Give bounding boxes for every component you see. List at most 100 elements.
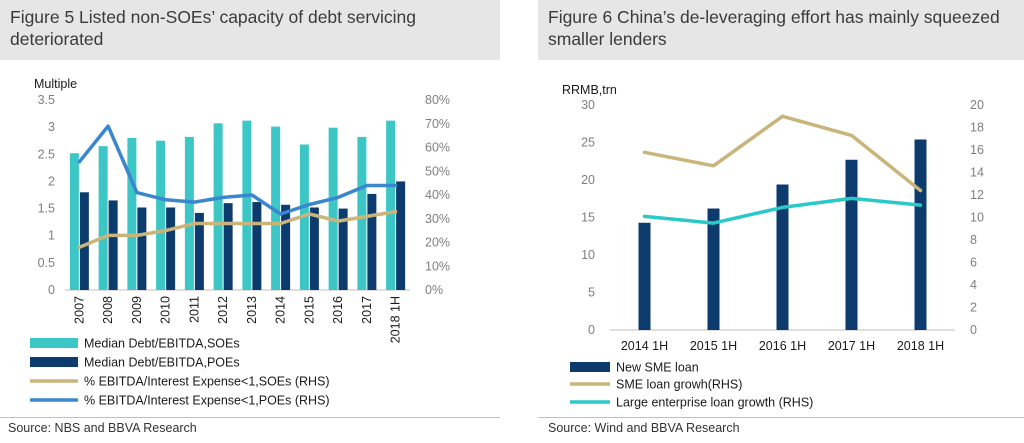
figure5-source-rule <box>0 417 500 418</box>
x-axis-category-label: 2014 1H <box>621 339 668 353</box>
x-axis-category-label: 2017 1H <box>828 339 875 353</box>
y2-axis-tick-label: 8 <box>970 233 977 247</box>
figure6-chart: RRMB,trn 0 5 10 15 20 25 30 0 2 4 6 8 10 12 14 16 18 20 201… <box>562 83 984 410</box>
bar-poe-2017 <box>367 193 377 290</box>
bar-soe-2016 <box>328 127 338 290</box>
bar-new-sme-loan-2018-1H <box>914 139 927 330</box>
y-axis-tick-label: 0 <box>48 283 55 297</box>
x-axis-category-label: 2009 <box>130 296 144 324</box>
y2-axis-tick-label: 20 <box>970 98 984 112</box>
bar-soe-2017 <box>357 136 367 290</box>
bar-poe-2010 <box>166 207 176 290</box>
y2-axis-tick-label: 30% <box>425 212 450 226</box>
y2-axis-tick-label: 14 <box>970 166 984 180</box>
legend-label: Median Debt/EBITDA,SOEs <box>84 337 240 351</box>
y-axis-unit-label: RRMB,trn <box>562 83 617 97</box>
legend-label: New SME loan <box>616 361 699 375</box>
y-axis-tick-label: 15 <box>581 211 595 225</box>
bar-new-sme-loan-2016-1H <box>776 184 789 330</box>
bar-poe-2012 <box>223 203 233 290</box>
figure5-panel: Figure 5 Listed non-SOEs’ capacity of de… <box>0 0 510 443</box>
y-axis-tick-label: 1 <box>48 229 55 243</box>
bar-soe-2007 <box>69 153 79 290</box>
legend-label: SME loan growh(RHS) <box>616 378 742 392</box>
figure5-source: Source: NBS and BBVA Research <box>8 421 197 435</box>
bar-poe-2014 <box>281 204 291 290</box>
y2-axis-tick-label: 60% <box>425 141 450 155</box>
line-poe-interest <box>77 124 398 216</box>
y-axis-tick-label: 2.5 <box>38 147 55 161</box>
x-axis-category-label: 2014 <box>274 296 288 324</box>
line-sme-loan-growth <box>642 114 923 193</box>
y2-axis-tick-label: 0 <box>970 323 977 337</box>
y-axis-unit-label: Multiple <box>34 77 77 91</box>
legend-label: Median Debt/EBITDA,POEs <box>84 356 240 370</box>
bar-soe-2010 <box>156 140 166 290</box>
y-axis-tick-label: 30 <box>581 98 595 112</box>
bar-new-sme-loan-2017-1H <box>845 159 858 330</box>
y2-axis-tick-label: 2 <box>970 301 977 315</box>
x-axis-category-label: 2018 1H <box>897 339 944 353</box>
bar-poe-2013 <box>252 202 262 290</box>
x-axis-category-label: 2013 <box>245 296 259 324</box>
y2-axis-tick-label: 50% <box>425 164 450 178</box>
x-axis-category-label: 2015 <box>302 296 316 324</box>
bar-poe-2007 <box>79 192 89 290</box>
y-axis-tick-label: 3.5 <box>38 93 55 107</box>
x-axis-category-label: 2016 <box>331 296 345 324</box>
y2-axis-tick-label: 6 <box>970 256 977 270</box>
legend-label: % EBITDA/Interest Expense<1,SOEs (RHS) <box>84 375 330 389</box>
x-axis-category-label: 2012 <box>216 296 230 324</box>
bar-soe-2012 <box>213 123 223 290</box>
y-axis-tick-label: 2 <box>48 174 55 188</box>
bar-poe-2011 <box>194 212 204 290</box>
bar-soe-2011 <box>184 136 194 290</box>
y-axis-tick-label: 0 <box>588 323 595 337</box>
x-axis-category-label: 2007 <box>72 296 86 324</box>
legend-label: % EBITDA/Interest Expense<1,POEs (RHS) <box>84 394 330 408</box>
y2-axis-tick-label: 10 <box>970 211 984 225</box>
line-soe-interest <box>77 209 398 250</box>
y-axis-tick-label: 1.5 <box>38 202 55 216</box>
y2-axis-tick-label: 70% <box>425 117 450 131</box>
bar-poe-2016 <box>338 208 348 290</box>
bar-poe-2015 <box>309 207 319 290</box>
bar-poe-2009 <box>137 207 147 290</box>
y-axis-tick-label: 10 <box>581 248 595 262</box>
y2-axis-tick-label: 0% <box>425 283 443 297</box>
bar-new-sme-loan-2015-1H <box>707 208 720 330</box>
legend-swatch-1 <box>30 357 78 367</box>
y2-axis-tick-label: 4 <box>970 278 977 292</box>
bar-soe-2018-1H <box>386 120 396 290</box>
x-axis-category-label: 2015 1H <box>690 339 737 353</box>
x-axis-category-label: 2011 <box>187 296 201 323</box>
x-axis-category-label: 2017 <box>360 296 374 324</box>
figure6-source-rule <box>538 417 1024 418</box>
line-large-enterprise-loan-growth <box>642 196 923 225</box>
figure5-title: Figure 5 Listed non-SOEs’ capacity of de… <box>0 0 500 60</box>
legend-swatch-0 <box>30 338 78 348</box>
y2-axis-tick-label: 12 <box>970 188 984 202</box>
bar-poe-2018-1H <box>396 181 406 290</box>
y2-axis-tick-label: 10% <box>425 259 450 273</box>
bar-soe-2008 <box>98 146 108 290</box>
figure6-panel: Figure 6 China’s de-leveraging effort ha… <box>530 0 1024 443</box>
y-axis-tick-label: 3 <box>48 120 55 134</box>
bar-new-sme-loan-2014-1H <box>638 222 651 330</box>
figure6-title: Figure 6 China’s de-leveraging effort ha… <box>538 0 1024 60</box>
y2-axis-tick-label: 80% <box>425 93 450 107</box>
bar-poe-2008 <box>108 200 118 290</box>
y-axis-tick-label: 20 <box>581 173 595 187</box>
figure6-source: Source: Wind and BBVA Research <box>548 421 740 435</box>
y2-axis-tick-label: 40% <box>425 188 450 202</box>
x-axis-category-label: 2016 1H <box>759 339 806 353</box>
bar-soe-2009 <box>127 138 137 290</box>
y-axis-tick-label: 25 <box>581 136 595 150</box>
x-axis-category-label: 2010 <box>159 296 173 324</box>
legend-label: Large enterprise loan growth (RHS) <box>616 396 813 410</box>
x-axis-category-label: 2008 <box>101 296 115 324</box>
y2-axis-tick-label: 20% <box>425 236 450 250</box>
y2-axis-tick-label: 16 <box>970 143 984 157</box>
y-axis-tick-label: 0.5 <box>38 256 55 270</box>
y-axis-tick-label: 5 <box>588 286 595 300</box>
